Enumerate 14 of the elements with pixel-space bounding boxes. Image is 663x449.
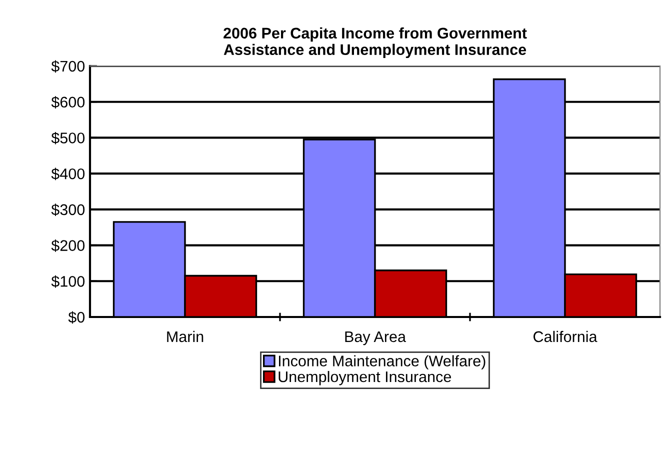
y-tick-label: $500 [51, 132, 85, 144]
y-tick-label: $100 [51, 275, 85, 288]
y-tick-label: $700 [51, 60, 85, 73]
y-tick-label: $0 [68, 311, 85, 324]
y-tick-label: $400 [51, 168, 85, 180]
legend-label: Income Maintenance (Welfare) [278, 355, 486, 370]
y-tick-label: $200 [51, 240, 85, 252]
y-tick-label: $300 [51, 204, 85, 216]
legend-label: Unemployment Insurance [278, 370, 451, 386]
chart-title: 2006 Per Capita Income from Government Assistance and Unemployment Insurance [224, 27, 527, 58]
x-tick-label: Marin [167, 330, 204, 342]
y-tick-label: $600 [51, 96, 85, 108]
x-tick-label: California [534, 330, 598, 342]
x-tick-label: Bay Area [345, 331, 406, 346]
